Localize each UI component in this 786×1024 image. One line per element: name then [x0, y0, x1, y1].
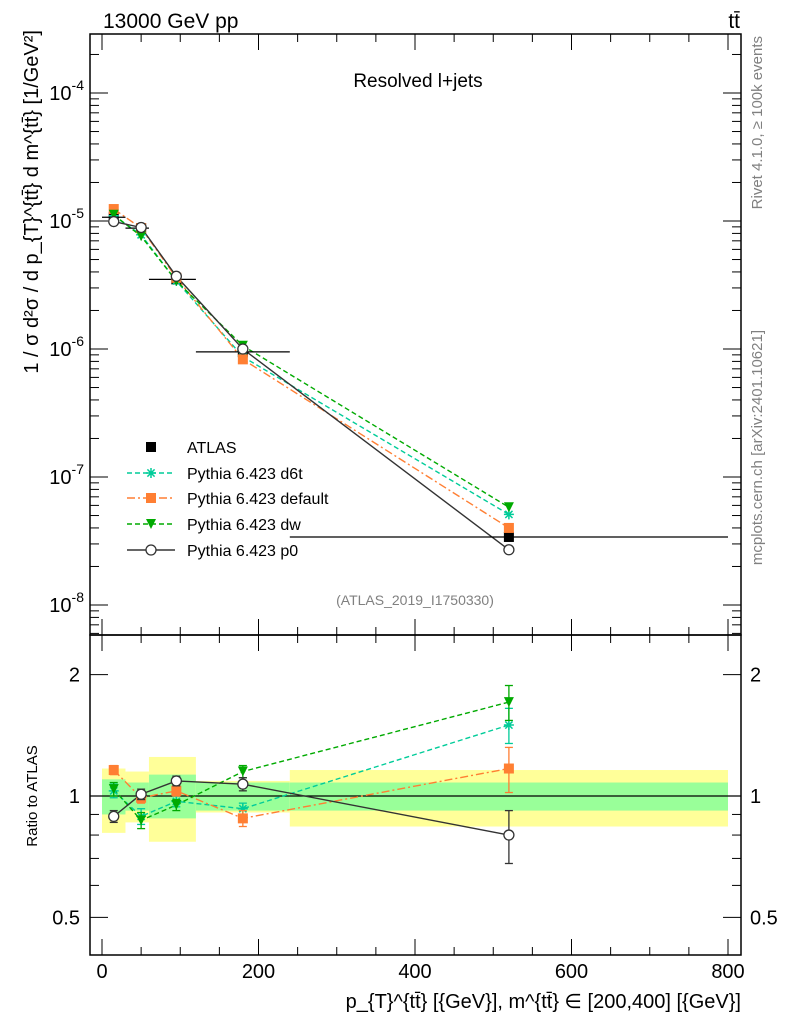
line-pythia-6-423-d6t: [113, 215, 510, 516]
ratio-point-pythia-6-423-default-3: [237, 813, 248, 824]
xtick-label-2: 400: [398, 961, 431, 983]
ratio-point-pythia-6-423-dw-2: [171, 799, 182, 810]
legend-label-pythia-6-423-dw: Pythia 6.423 dw: [187, 517, 301, 534]
legend-marker-atlas: [146, 442, 156, 452]
ratio-point-pythia-6-423-default-4: [503, 763, 514, 774]
ratio-ytick-label-right-0: 0.5: [750, 907, 778, 929]
main-ytick-label-1: 10-5: [49, 205, 84, 233]
ratio-ytick-label-right-1: 1: [750, 786, 761, 808]
point-pythia-6-423-d6t-4: [503, 509, 514, 520]
ratio-point-pythia-6-423-p0-2: [170, 775, 182, 787]
legend: ATLAS Pythia 6.423 d6t Pythia 6.423 defaul…: [127, 440, 329, 560]
main-ytick-label-2: 10-6: [49, 333, 84, 361]
xtick-label-1: 200: [242, 961, 275, 983]
ratio-point-pythia-6-423-dw-3: [237, 766, 248, 777]
point-pythia-6-423-p0-0: [108, 215, 120, 228]
ratio-point-pythia-6-423-default-0: [108, 765, 119, 776]
main-ytick-label-3: 10-7: [49, 461, 84, 489]
point-pythia-6-423-default-4: [503, 522, 514, 533]
ratio-point-pythia-6-423-d6t-4: [503, 720, 514, 731]
ratio-point-pythia-6-423-dw-4: [503, 697, 514, 708]
ratio-panel: 0.5 0.5 1 1 2 2 0 200 400 600 800 Ratio to ATLAS p…: [24, 634, 778, 1013]
energy-label: 13000 GeV pp: [103, 10, 238, 33]
xtick-label-3: 600: [555, 961, 588, 983]
main-ytick-label-0: 10-4: [49, 77, 84, 105]
main-panel: 10-4 10-5 10-6 10-7 10-8 Resolved l+jets (AT…: [21, 30, 742, 636]
ratio-point-pythia-6-423-default-2: [171, 785, 182, 796]
legend-label-pythia-6-423-d6t: Pythia 6.423 d6t: [187, 466, 303, 483]
ratio-point-pythia-6-423-d6t-3: [237, 803, 248, 814]
x-axis-label: p_{T}^{tt̄} [{GeV}], m^{tt̄} ∈ [200,400]…: [346, 991, 741, 1013]
ratio-point-pythia-6-423-p0-4: [503, 829, 515, 841]
ratio-axis-ticks: 0.5 0.5 1 1 2 2 0 200 400 600 800: [52, 635, 778, 983]
ratio-ytick-label-left-0: 0.5: [52, 907, 80, 929]
point-pythia-6-423-dw-4: [503, 502, 514, 513]
legend-marker-pythia-6-423-default: [146, 493, 156, 503]
point-pythia-6-423-dw-1: [136, 231, 147, 242]
analysis-tag: (ATLAS_2019_I1750330): [336, 592, 494, 608]
ratio-ylabel: Ratio to ATLAS: [24, 745, 41, 846]
ratio-point-pythia-6-423-p0-3: [237, 778, 249, 790]
ratio-point-pythia-6-423-p0-0: [108, 810, 120, 823]
ratio-line-pythia-6-423-dw: [113, 701, 510, 822]
point-pythia-6-423-p0-3: [237, 343, 249, 355]
point-pythia-6-423-p0-2: [170, 270, 182, 282]
ratio-point-pythia-6-423-p0-1: [135, 788, 147, 800]
ratio-ytick-label-right-2: 2: [750, 665, 761, 687]
point-atlas-4: [503, 531, 514, 542]
legend-label-pythia-6-423-p0: Pythia 6.423 p0: [187, 543, 298, 560]
legend-label-pythia-6-423-default: Pythia 6.423 default: [187, 491, 329, 508]
process-label: tt̄: [728, 10, 740, 33]
point-pythia-6-423-default-3: [237, 354, 248, 365]
point-pythia-6-423-dw-0: [108, 209, 119, 220]
main-series-markers: [102, 204, 728, 556]
main-ytick-label-4: 10-8: [49, 589, 84, 617]
legend-marker-pythia-6-423-dw: [146, 519, 156, 529]
legend-marker-pythia-6-423-p0: [145, 544, 157, 556]
point-pythia-6-423-p0-1: [135, 221, 147, 234]
ratio-point-pythia-6-423-dw-1: [136, 815, 147, 826]
legend-label-atlas: ATLAS: [187, 440, 237, 457]
main-title: Resolved l+jets: [353, 71, 482, 92]
legend-marker-pythia-6-423-d6t: [146, 468, 156, 478]
xtick-label-0: 0: [96, 961, 107, 983]
main-ylabel: 1 / σ d²σ / d p_{T}^{tt̄} d m^{tt̄} [1/G…: [21, 30, 43, 374]
rivet-label: Rivet 4.1.0, ≥ 100k events: [749, 36, 766, 209]
xtick-label-4: 800: [711, 961, 744, 983]
ratio-series-markers: [108, 684, 515, 865]
line-pythia-6-423-dw: [113, 214, 510, 508]
point-pythia-6-423-default-0: [108, 204, 119, 215]
ratio-point-pythia-6-423-dw-0: [108, 784, 119, 795]
mcplots-label: mcplots.cern.ch [arXiv:2401.10621]: [749, 330, 766, 565]
ratio-ytick-label-left-1: 1: [69, 786, 80, 808]
point-pythia-6-423-p0-4: [503, 544, 515, 556]
ratio-ytick-label-left-2: 2: [69, 665, 80, 687]
